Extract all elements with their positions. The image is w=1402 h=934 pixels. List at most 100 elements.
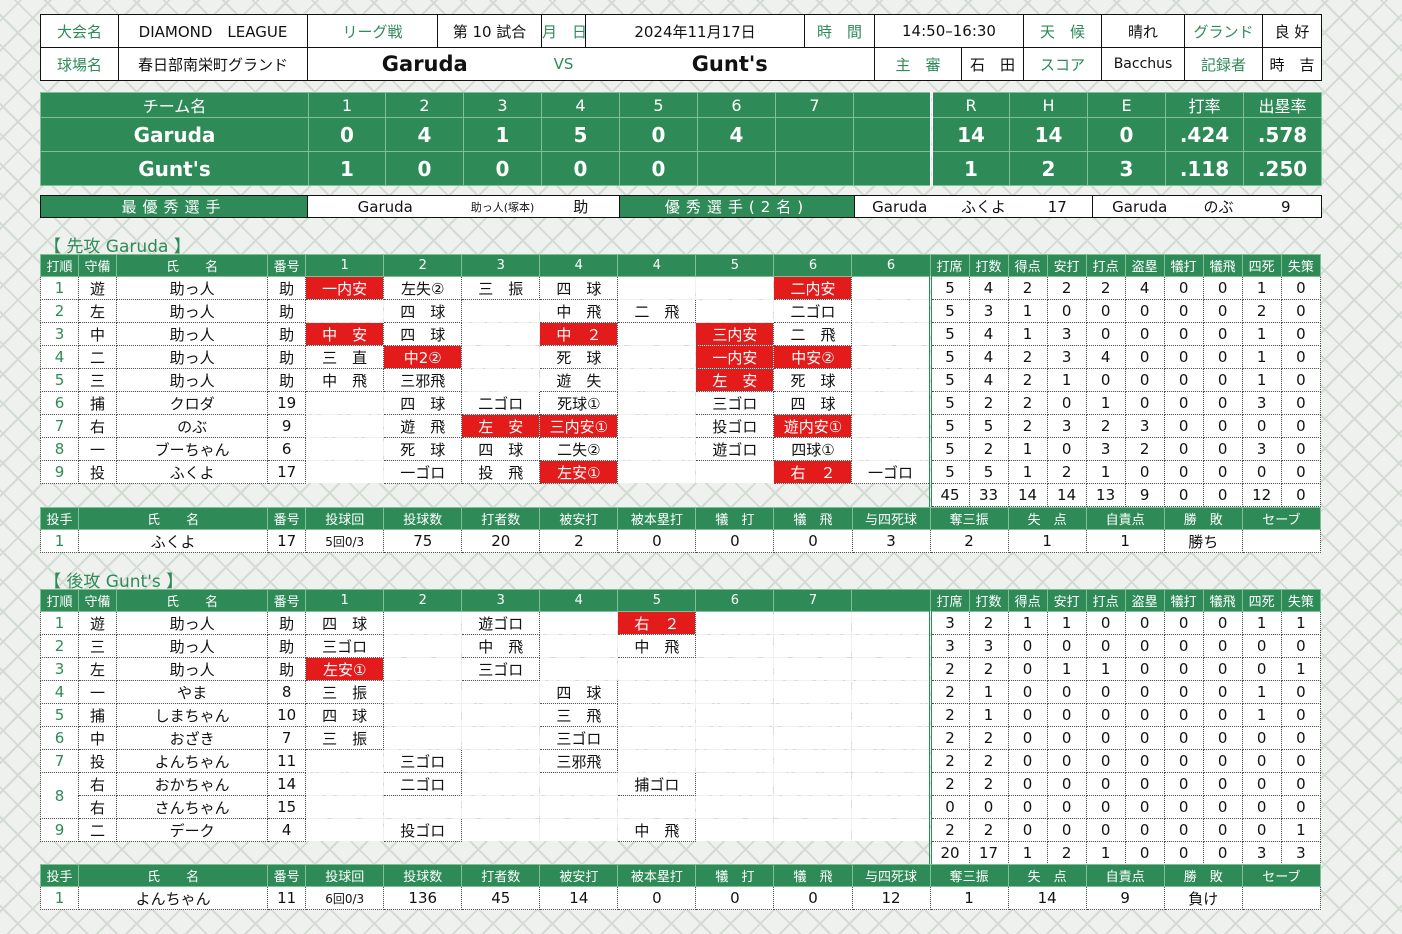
batter-stat: 1: [1007, 299, 1048, 323]
at-bat-result: [305, 772, 384, 796]
batter-stat: 0: [1124, 345, 1165, 369]
batter-stat: 0: [1280, 299, 1322, 323]
at-bat-result: 死 球: [773, 368, 853, 392]
batter-stat: 0: [1163, 703, 1204, 727]
at-bat-result: 死球①: [539, 391, 619, 415]
batter-stat: 0: [1202, 299, 1243, 323]
player-number: 助: [267, 322, 307, 346]
batting-col-header: 4: [539, 589, 619, 612]
player-number: 助: [267, 368, 307, 392]
at-bat-result: 四 球: [305, 611, 385, 635]
at-bat-result: 三 直: [305, 345, 385, 369]
at-bat-result: [851, 772, 931, 796]
batter-stat: 0: [1280, 322, 1322, 346]
player-name: デーク: [116, 818, 269, 842]
team-stat: 3: [1087, 151, 1166, 186]
batter-stat: 5: [928, 414, 970, 438]
batting-col-header: 打数: [968, 254, 1009, 277]
at-bat-result: [539, 818, 618, 842]
player-name: 助っ人: [116, 345, 269, 369]
batter-stat: 4: [1124, 276, 1165, 300]
batter-stat: 4: [1085, 345, 1126, 369]
batter-row: 4 二助っ人助三 直中2② 死 球一内安 中安② 5 4 2 3 4 0 0 0 1 0: [39, 345, 1322, 369]
batting-order: 7: [39, 749, 80, 773]
scoreboard-team-name: Gunt's: [40, 151, 309, 186]
pitcher-stat: 6回0/3: [305, 886, 385, 910]
stat-col-header: R: [930, 92, 1010, 118]
batter-stat: 0: [1124, 322, 1165, 346]
batter-row: 8 一ブーちゃん 6 死 球四 球二失② 遊ゴロ 四球① 5 2 1 0 3 2 0 0 3 0: [39, 437, 1322, 461]
batter-stat: 1: [1085, 657, 1126, 681]
batter-stat: 0: [1241, 657, 1282, 681]
batting-col-header: 5: [695, 254, 775, 277]
at-bat-result: [851, 611, 931, 635]
batter-row: 1 遊助っ人助一内安 左失② 三 振四 球二内安 5 4 2 2 2 4 0 0 1 0: [39, 276, 1322, 300]
at-bat-result: [773, 772, 852, 796]
batter-stat: 0: [1007, 749, 1048, 773]
batter-stat: 1: [1007, 437, 1048, 461]
at-bat-result: 死 球: [539, 345, 619, 369]
at-bat-result: 四 球: [461, 437, 541, 461]
batting-col-header: 3: [461, 589, 541, 612]
at-bat-result: [851, 437, 931, 461]
player-number: 9: [267, 414, 307, 438]
batter-stat: 5: [928, 276, 970, 300]
batting-col-header: 打席: [929, 254, 970, 277]
player-number: 15: [267, 795, 307, 819]
pitching-col-header: 被本塁打: [617, 864, 697, 887]
at-bat-result: [851, 391, 931, 415]
at-bat-result: 遊 失: [539, 368, 619, 392]
batting-col-header: 7: [773, 589, 853, 612]
batter-stat: 0: [1280, 414, 1322, 438]
mvp-player: 助っ人(塚本): [462, 195, 543, 218]
at-bat-result: [461, 772, 540, 796]
team-stat: .424: [1165, 117, 1244, 152]
batter-stat: 0: [1007, 657, 1048, 681]
batting-col-header: 氏 名: [116, 254, 269, 277]
batter-stat: 0: [1124, 634, 1165, 658]
batter-stat: 2: [928, 749, 970, 773]
pitching-col-header: 被安打: [539, 507, 619, 530]
player-name: 助っ人: [116, 322, 269, 346]
at-bat-result: [383, 634, 462, 658]
fielding-position: 中: [78, 322, 118, 346]
at-bat-result: 三 振: [305, 726, 385, 750]
team-total: 33: [968, 483, 1009, 507]
pitching-col-header: 犠 打: [695, 507, 775, 530]
batter-stat: 0: [1280, 460, 1322, 484]
at-bat-result: 死 球: [383, 437, 463, 461]
fielding-position: 右: [78, 414, 118, 438]
batting-order: 6: [39, 391, 80, 415]
batter-stat: 0: [1085, 680, 1126, 704]
batter-stat: 0: [1046, 749, 1087, 773]
batter-stat: 0: [1163, 795, 1204, 819]
team-total: 45: [928, 483, 970, 507]
batting-col-header: 4: [617, 254, 697, 277]
at-bat-result: 投ゴロ: [383, 818, 463, 842]
home-team-name: Garuda: [307, 47, 542, 81]
player-name: よんちゃん: [116, 749, 269, 773]
batter-stat: 2: [968, 749, 1009, 773]
pitcher-stat: 0: [617, 529, 697, 553]
ground-value: 良 好: [1262, 14, 1322, 48]
batter-row: 右さんちゃん 15 0 0 0 0 0 0 0 0 0 0: [41, 795, 1322, 819]
pitcher-stat: 12: [851, 886, 931, 910]
inning-runs: 1: [308, 151, 386, 186]
inning-runs: [775, 151, 854, 186]
at-bat-result: 中安②: [773, 345, 853, 369]
batter-stat: 2: [968, 437, 1009, 461]
pitcher-stat: 9: [1085, 886, 1165, 910]
pitching-col-header: 奪三振: [929, 507, 1009, 530]
pitching-col-header: 被本塁打: [617, 507, 697, 530]
fielding-position: 三: [78, 368, 118, 392]
batter-stat: 0: [1163, 414, 1204, 438]
at-bat-result: [461, 749, 540, 773]
batter-stat: 0: [1241, 460, 1282, 484]
at-bat-result: 中 飛: [617, 634, 697, 658]
batter-stat: 0: [1202, 680, 1243, 704]
player-name: やま: [116, 680, 269, 704]
batter-stat: 0: [1202, 414, 1243, 438]
totals-spacer: [41, 484, 931, 507]
at-bat-result: 左 安: [461, 414, 541, 438]
